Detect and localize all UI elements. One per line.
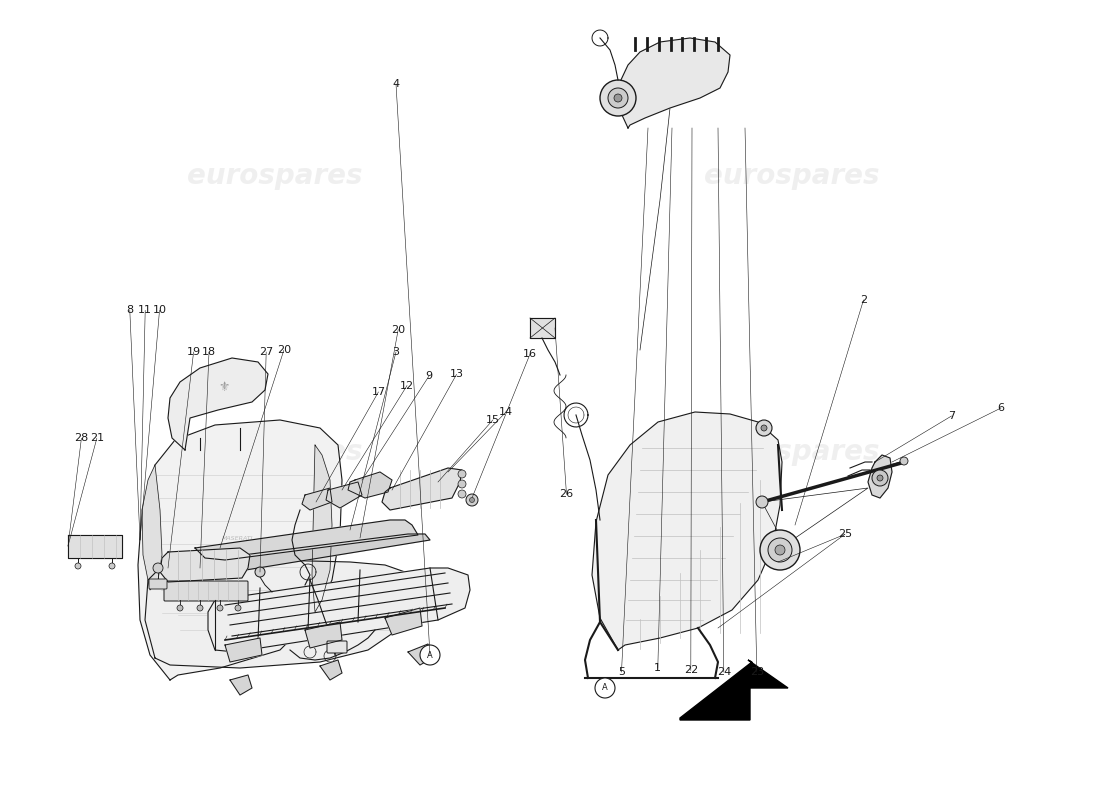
Polygon shape — [618, 38, 730, 128]
Text: 14: 14 — [499, 407, 513, 417]
Circle shape — [466, 494, 478, 506]
Text: 3: 3 — [393, 347, 399, 357]
Polygon shape — [385, 608, 422, 635]
Text: 19: 19 — [187, 347, 200, 357]
Text: 17: 17 — [372, 387, 385, 397]
Text: 6: 6 — [998, 403, 1004, 413]
Circle shape — [197, 605, 204, 611]
Polygon shape — [382, 468, 462, 510]
Text: 10: 10 — [153, 306, 166, 315]
Polygon shape — [305, 622, 342, 648]
Polygon shape — [868, 455, 892, 498]
Circle shape — [458, 490, 466, 498]
Circle shape — [177, 605, 183, 611]
Polygon shape — [680, 660, 788, 720]
FancyBboxPatch shape — [164, 581, 248, 601]
Polygon shape — [138, 420, 342, 680]
Circle shape — [109, 563, 116, 569]
Polygon shape — [142, 465, 162, 590]
Text: 11: 11 — [139, 306, 152, 315]
Text: 23: 23 — [750, 667, 763, 677]
Polygon shape — [145, 560, 420, 668]
Text: 2: 2 — [860, 295, 867, 305]
Circle shape — [420, 645, 440, 665]
Circle shape — [600, 80, 636, 116]
Text: eurospares: eurospares — [187, 162, 363, 190]
Polygon shape — [302, 488, 332, 510]
Circle shape — [768, 538, 792, 562]
Text: 20: 20 — [277, 346, 290, 355]
Circle shape — [877, 475, 883, 481]
Text: 5: 5 — [618, 667, 625, 677]
Circle shape — [153, 563, 163, 573]
Text: 8: 8 — [126, 306, 133, 315]
Circle shape — [776, 545, 785, 555]
Text: 16: 16 — [524, 349, 537, 358]
Polygon shape — [592, 412, 782, 650]
Text: 22: 22 — [684, 666, 697, 675]
Text: 21: 21 — [90, 434, 103, 443]
Polygon shape — [312, 445, 332, 612]
Circle shape — [255, 567, 265, 577]
Text: eurospares: eurospares — [704, 438, 880, 466]
Circle shape — [900, 457, 908, 465]
Text: 27: 27 — [260, 347, 273, 357]
Text: 9: 9 — [426, 371, 432, 381]
Circle shape — [756, 420, 772, 436]
Circle shape — [614, 94, 622, 102]
Circle shape — [458, 480, 466, 488]
Polygon shape — [168, 358, 268, 450]
FancyBboxPatch shape — [148, 579, 167, 589]
Polygon shape — [408, 644, 432, 665]
Text: 12: 12 — [400, 381, 414, 390]
Polygon shape — [530, 318, 556, 338]
Circle shape — [760, 530, 800, 570]
Circle shape — [458, 470, 466, 478]
Circle shape — [217, 605, 223, 611]
Text: ⚜: ⚜ — [219, 381, 230, 394]
Polygon shape — [230, 675, 252, 695]
Circle shape — [608, 88, 628, 108]
Text: 1: 1 — [654, 663, 661, 673]
Polygon shape — [226, 638, 262, 662]
Polygon shape — [68, 535, 122, 558]
Circle shape — [470, 498, 474, 502]
Text: eurospares: eurospares — [187, 438, 363, 466]
Circle shape — [872, 470, 888, 486]
Text: 18: 18 — [202, 347, 216, 357]
Polygon shape — [160, 548, 250, 582]
Text: 24: 24 — [717, 667, 730, 677]
Text: A: A — [427, 650, 433, 659]
Polygon shape — [348, 472, 392, 498]
Polygon shape — [320, 660, 342, 680]
Text: eurospares: eurospares — [704, 162, 880, 190]
Text: 26: 26 — [560, 490, 573, 499]
Polygon shape — [195, 520, 418, 560]
Circle shape — [761, 425, 767, 431]
Polygon shape — [326, 482, 362, 508]
Text: 25: 25 — [838, 530, 851, 539]
Polygon shape — [208, 568, 470, 652]
Text: MASERATI: MASERATI — [222, 535, 254, 541]
Circle shape — [595, 678, 615, 698]
Text: 28: 28 — [75, 434, 88, 443]
Text: 20: 20 — [392, 325, 405, 334]
Circle shape — [75, 563, 81, 569]
Polygon shape — [185, 534, 430, 575]
Circle shape — [756, 496, 768, 508]
Text: 13: 13 — [450, 370, 463, 379]
Text: 4: 4 — [393, 79, 399, 89]
Text: 7: 7 — [948, 411, 955, 421]
Circle shape — [235, 605, 241, 611]
Text: A: A — [602, 683, 608, 693]
FancyBboxPatch shape — [327, 641, 346, 653]
Text: 15: 15 — [486, 415, 499, 425]
